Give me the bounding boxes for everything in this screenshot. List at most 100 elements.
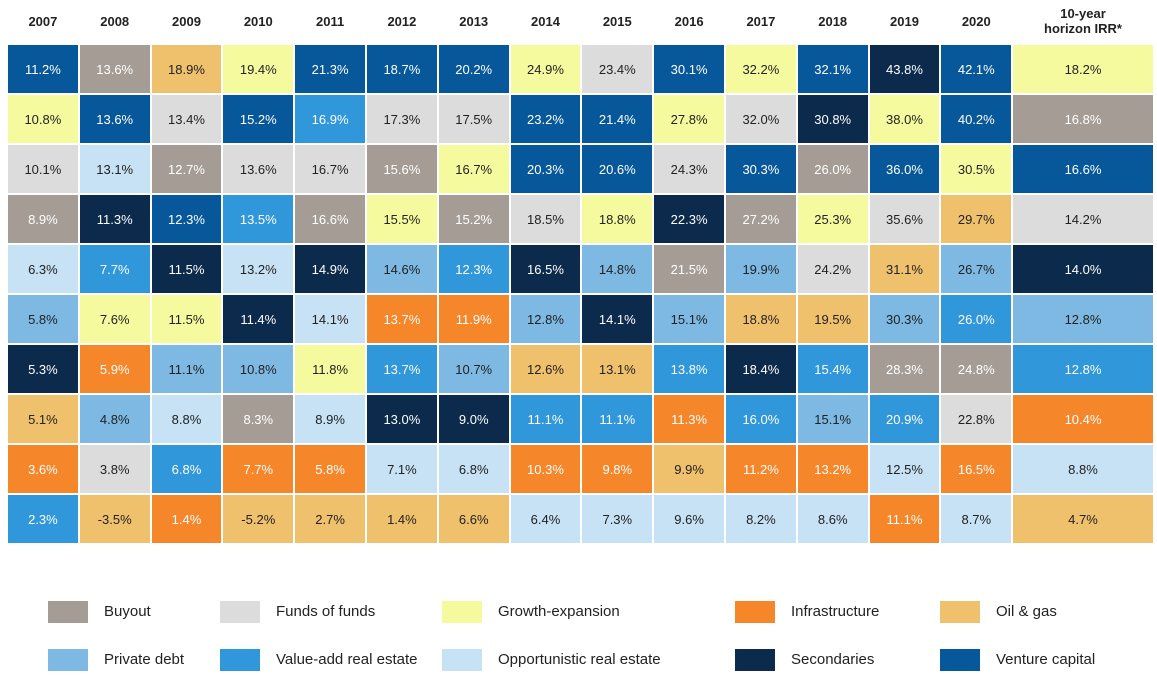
column-header: 2010 — [243, 13, 273, 29]
return-cell: 18.4% — [726, 345, 796, 393]
column-header: 2007 — [28, 13, 58, 29]
return-cell: 15.2% — [438, 195, 509, 243]
return-cell: 5.3% — [8, 345, 78, 393]
return-cell: 23.2% — [510, 95, 581, 143]
return-cell: 38.0% — [869, 95, 940, 143]
legend-label: Growth-expansion — [498, 603, 620, 620]
legend-label: Venture capital — [996, 651, 1096, 668]
legend-swatch — [940, 649, 980, 671]
return-cell: 21.5% — [654, 245, 724, 293]
return-cell: 24.2% — [797, 245, 868, 293]
return-cell: 24.3% — [654, 145, 724, 193]
return-cell: 20.9% — [869, 395, 940, 443]
return-cell: 13.1% — [79, 145, 150, 193]
return-cell: 32.2% — [726, 45, 796, 93]
return-cell: 11.1% — [582, 395, 653, 443]
column-header: 10-year horizon IRR* — [1044, 6, 1122, 36]
column-header: 2020 — [961, 13, 991, 29]
return-cell: 15.1% — [797, 395, 868, 443]
return-cell: 24.9% — [510, 45, 581, 93]
return-cell: 13.5% — [223, 195, 294, 243]
return-cell: 8.8% — [151, 395, 222, 443]
return-cell: 6.4% — [510, 495, 581, 543]
return-cell: 27.8% — [654, 95, 724, 143]
return-cell: 15.1% — [654, 295, 724, 343]
return-cell: 6.8% — [151, 445, 222, 493]
return-cell: 11.4% — [223, 295, 294, 343]
return-cell: 14.2% — [1013, 195, 1153, 243]
return-cell: 11.3% — [79, 195, 150, 243]
return-cell: 16.8% — [1013, 95, 1153, 143]
return-cell: 31.1% — [869, 245, 940, 293]
legend-swatch — [48, 601, 88, 623]
return-cell: 5.8% — [295, 445, 365, 493]
return-cell: 27.2% — [726, 195, 796, 243]
column-header: 2013 — [459, 13, 489, 29]
return-cell: 18.2% — [1013, 45, 1153, 93]
return-cell: 10.8% — [223, 345, 294, 393]
return-cell: 2.3% — [8, 495, 78, 543]
return-cell: 40.2% — [941, 95, 1012, 143]
return-cell: 9.6% — [654, 495, 724, 543]
return-cell: 16.5% — [510, 245, 581, 293]
legend-swatch — [48, 649, 88, 671]
return-cell: 10.1% — [8, 145, 78, 193]
return-cell: 23.4% — [582, 45, 653, 93]
return-cell: 14.1% — [295, 295, 365, 343]
return-cell: 16.7% — [438, 145, 509, 193]
return-cell: 12.8% — [1013, 345, 1153, 393]
return-cell: 5.8% — [8, 295, 78, 343]
return-cell: 14.1% — [582, 295, 653, 343]
return-cell: 18.7% — [367, 45, 437, 93]
return-cell: 15.2% — [223, 95, 294, 143]
return-cell: 16.0% — [726, 395, 796, 443]
return-cell: 17.5% — [438, 95, 509, 143]
return-cell: 18.8% — [726, 295, 796, 343]
column-header: 2009 — [172, 13, 201, 29]
return-cell: 11.2% — [8, 45, 78, 93]
return-cell: 10.8% — [8, 95, 78, 143]
column-header: 2019 — [890, 13, 919, 29]
return-cell: 19.5% — [797, 295, 868, 343]
return-cell: 19.4% — [223, 45, 294, 93]
return-cell: 6.8% — [438, 445, 509, 493]
return-cell: 29.7% — [941, 195, 1012, 243]
return-cell: 16.6% — [295, 195, 365, 243]
return-cell: 25.3% — [797, 195, 868, 243]
return-cell: 14.9% — [295, 245, 365, 293]
return-cell: 42.1% — [941, 45, 1012, 93]
return-cell: 5.1% — [8, 395, 78, 443]
return-cell: 15.4% — [797, 345, 868, 393]
return-cell: 30.3% — [726, 145, 796, 193]
return-cell: 26.7% — [941, 245, 1012, 293]
return-cell: 4.7% — [1013, 495, 1153, 543]
return-cell: 7.1% — [367, 445, 437, 493]
legend-swatch — [442, 649, 482, 671]
return-cell: 8.9% — [295, 395, 365, 443]
return-cell: 14.6% — [367, 245, 437, 293]
return-cell: 13.7% — [367, 295, 437, 343]
return-cell: 4.8% — [79, 395, 150, 443]
legend-label: Opportunistic real estate — [498, 651, 661, 668]
return-cell: 43.8% — [869, 45, 940, 93]
return-cell: 6.3% — [8, 245, 78, 293]
return-cell: 13.8% — [654, 345, 724, 393]
return-cell: 13.2% — [797, 445, 868, 493]
return-cell: 13.6% — [223, 145, 294, 193]
return-cell: 12.7% — [151, 145, 222, 193]
return-cell: 8.2% — [726, 495, 796, 543]
return-cell: 24.8% — [941, 345, 1012, 393]
return-cell: 18.5% — [510, 195, 581, 243]
return-cell: 13.4% — [151, 95, 222, 143]
return-cell: 35.6% — [869, 195, 940, 243]
return-cell: 8.7% — [941, 495, 1012, 543]
return-cell: 12.8% — [1013, 295, 1153, 343]
column-header: 2018 — [818, 13, 848, 29]
return-cell: 26.0% — [941, 295, 1012, 343]
return-cell: 30.3% — [869, 295, 940, 343]
return-cell: 22.3% — [654, 195, 724, 243]
legend-swatch — [735, 649, 775, 671]
return-cell: 18.9% — [151, 45, 222, 93]
return-cell: 17.3% — [367, 95, 437, 143]
